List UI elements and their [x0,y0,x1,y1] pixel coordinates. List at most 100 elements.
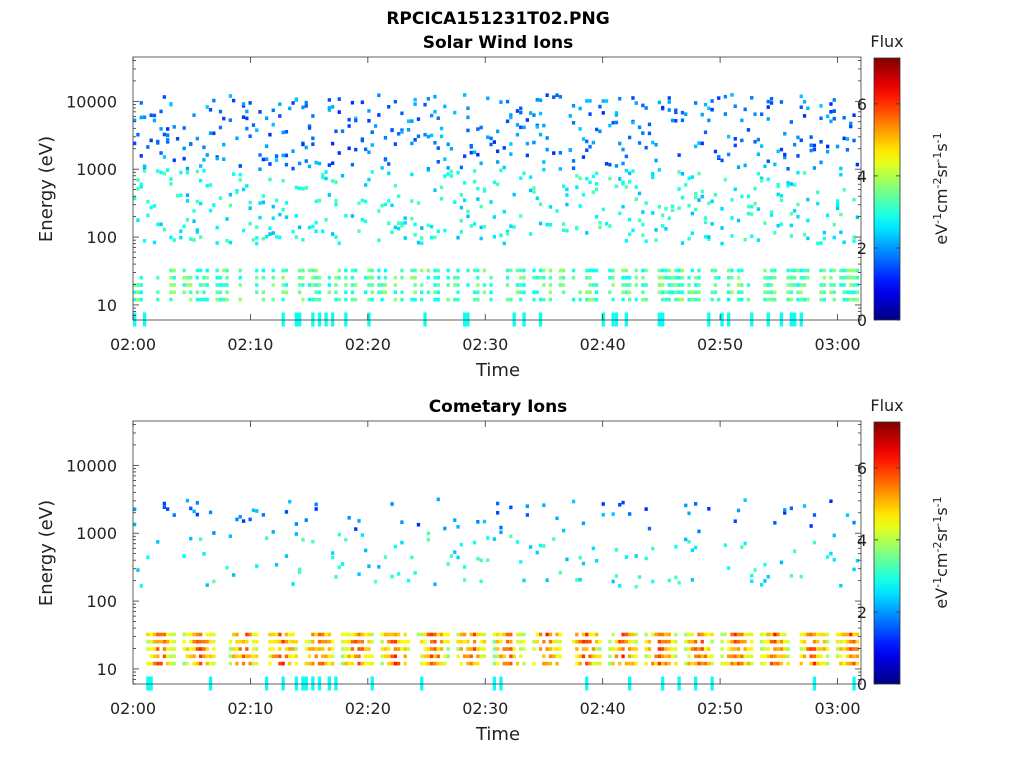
ci-cell [430,661,434,666]
sw-cell [364,275,368,280]
sw-cell [832,222,836,227]
sw-cell [248,221,252,226]
ci-cell [182,639,186,644]
sw-cell [740,194,744,199]
sw-cell [842,240,846,245]
sw-cell [377,283,381,287]
sw-cell [189,237,193,241]
ci-cell [545,632,549,637]
ci-cell [367,647,371,651]
sw-cell [713,290,718,295]
sw-cell [789,275,793,280]
sw-cell [324,218,328,222]
ci-cell [720,661,724,666]
ci-cell [763,639,767,644]
sw-cell [377,290,381,295]
sw-cell [307,283,312,287]
ci-cell [486,536,490,540]
ci-cell [674,647,678,651]
sw-cell [562,222,566,226]
ci-cell [169,661,173,666]
ci-cell [654,632,658,637]
sw-cell [255,241,259,246]
sw-cell [852,235,856,239]
sw-cell [558,268,562,273]
ci-cell [185,632,190,637]
sw-cell [595,171,599,176]
sw-cell [446,297,450,302]
ci-cell [423,661,427,666]
ci-cell [839,639,843,644]
ci-cell [760,639,764,644]
ci-cell [555,647,559,651]
ci-cell [657,654,661,659]
ci-cell [535,550,539,555]
sw-cell [393,99,397,104]
solar-wind-spectrogram [133,93,859,327]
sw-cell [248,101,252,105]
sw-cell [472,222,477,226]
ci-cell [248,517,252,522]
sw-cell [713,193,718,197]
ci-cell [162,647,166,651]
ci-cell [420,654,424,659]
ci-cell [703,661,708,666]
ci-cell [482,519,487,524]
ci-cell [189,639,193,644]
sw-cell [736,165,741,169]
sw-cell [852,113,856,117]
sw-cell [321,175,325,180]
sw-cell [697,275,701,280]
ci-cell [812,654,817,659]
ci-cell [720,632,724,637]
sw-cell [545,136,549,140]
ci-cell [519,560,523,564]
sw-cell [172,290,176,295]
sw-cell [182,126,186,130]
ci-cell [575,632,579,637]
ci-cell [208,654,213,659]
sw-cell [802,100,807,104]
ci-cell [522,647,526,651]
ci-cell [760,647,764,651]
ci-cell [202,552,206,556]
ci-cell [677,676,681,691]
sw-cell [832,290,836,295]
sw-cell [505,297,510,302]
ci-cell [618,647,622,651]
ci-cell [463,632,467,637]
ci-cell [697,647,701,651]
ci-cell [591,647,595,651]
sw-cell [274,158,279,162]
ci-cell [192,632,196,637]
ci-cell [383,654,388,659]
sw-cell [281,312,285,327]
sw-cell [690,290,694,295]
sw-cell [690,211,694,216]
sw-cell [350,290,355,295]
sw-cell [591,283,595,287]
ci-cell [327,632,331,637]
sw-cell [162,95,166,99]
sw-cell [301,283,305,287]
sw-cell [413,102,417,106]
ci-cell [370,639,374,644]
sw-cell [274,235,279,239]
ci-cell [298,570,302,574]
sw-cell [581,155,586,159]
ci-cell [816,632,820,637]
sw-cell [568,114,572,118]
sw-cell [595,215,599,219]
sw-cell [515,123,520,127]
sw-cell [505,229,510,234]
ci-cell [535,632,539,637]
ci-cell [509,654,513,659]
sw-cell [832,297,836,302]
sw-cell [852,197,856,202]
sw-cell [337,241,341,246]
sw-cell [585,275,589,280]
sw-cell [680,118,685,123]
sw-cell [661,268,665,273]
sw-cell [261,275,265,280]
